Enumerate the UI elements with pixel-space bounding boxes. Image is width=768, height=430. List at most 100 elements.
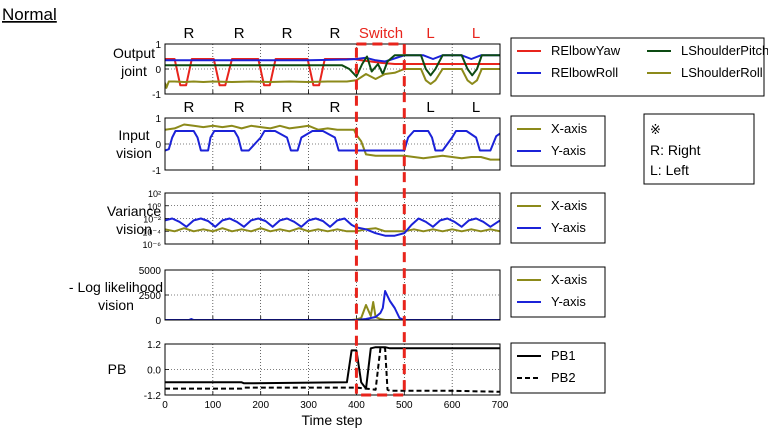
hand-marker-label: R [282, 99, 293, 116]
series-line-x-axis [165, 301, 500, 320]
y-axis-label: Input [118, 127, 149, 143]
legend-entry-label: Y-axis [551, 220, 586, 235]
y-axis-label: Output [113, 45, 155, 61]
hand-marker-label: R [329, 25, 340, 42]
hand-marker-label: R [329, 99, 340, 116]
plot-frame [164, 43, 501, 95]
x-tick-label: 300 [300, 400, 317, 411]
plot-frame [164, 343, 501, 396]
legend-entry-label: LShoulderPitch [681, 43, 768, 58]
y-tick-label: 10⁻⁶ [143, 240, 162, 250]
y-tick-label: 0 [155, 316, 161, 327]
x-tick-label: 100 [205, 400, 222, 411]
y-tick-label: -1 [152, 166, 161, 177]
y-tick-label: 0 [155, 65, 161, 76]
x-tick-label: 500 [396, 400, 413, 411]
series-line-y-axis [165, 290, 500, 320]
y-axis-label: vision [116, 221, 152, 237]
hand-marker-label: L [426, 99, 434, 116]
legend: RElbowYaw RElbowRoll LShoulderPitch LShould… [510, 37, 768, 97]
legend-frame [510, 342, 606, 394]
y-tick-label: 10⁰ [147, 202, 161, 212]
hand-marker-label: R [234, 25, 245, 42]
y-tick-label: 10² [148, 189, 161, 199]
y-axis-label: joint [120, 63, 147, 79]
note-box: ※ R: Right L: Left [643, 113, 755, 185]
legend-entry-label: RElbowYaw [551, 43, 621, 58]
legend-entry-label: X-axis [551, 198, 588, 213]
y-tick-label: 1.2 [147, 340, 161, 351]
series-line-x-axis [165, 227, 500, 233]
y-axis-label: PB [108, 361, 127, 377]
series-group [165, 290, 500, 320]
page-title: Normal [2, 5, 57, 24]
hand-marker-label: R [184, 25, 195, 42]
y-tick-label: -1 [152, 90, 161, 101]
legend-entry-label: PB2 [551, 370, 576, 385]
x-axis-title: Time step [302, 412, 363, 428]
series-group [165, 54, 500, 89]
legend-entry-label: Y-axis [551, 294, 586, 309]
legend: X-axis Y-axis [510, 266, 606, 318]
chart-panel-1: Output joint 1 0 -1 R R R R L L RElbowYaw RElbowRoll… [113, 25, 768, 101]
y-tick-label: 10⁻² [143, 215, 161, 225]
series-group [165, 123, 500, 161]
legend: X-axis Y-axis [510, 115, 606, 167]
legend-entry-label: X-axis [551, 121, 588, 136]
y-axis-label: vision [116, 145, 152, 161]
hand-marker-label: L [472, 99, 480, 116]
note-line-left: L: Left [650, 162, 689, 178]
x-tick-label: 600 [444, 400, 461, 411]
y-tick-label: 1 [155, 40, 161, 51]
hand-marker-label: R [184, 99, 195, 116]
x-tick-label: 200 [252, 400, 269, 411]
x-tick-label: 0 [162, 400, 168, 411]
plot-frame [164, 192, 501, 245]
legend-frame [510, 115, 606, 167]
series-line-lshoulderpitch [165, 54, 500, 78]
legend: X-axis Y-axis [510, 192, 606, 244]
series-group [165, 217, 500, 237]
chart-panel-2: Input vision 1 0 -1 R R R R L L X-axis Y-axis [116, 99, 606, 177]
series-line-relbowyaw [165, 58, 500, 87]
hand-marker-label: R [282, 25, 293, 42]
hand-marker-label: L [472, 25, 480, 42]
switch-region-frame [354, 42, 406, 397]
y-axis-label: Variance [107, 203, 161, 219]
y-axis-label: - Log likelihood [69, 279, 163, 295]
legend-frame [510, 37, 765, 97]
y-tick-label: -1.2 [144, 391, 162, 402]
chart-panel-3: Variance vision 10² 10⁰ 10⁻² 10⁻⁴ 10⁻⁶ X-axis Y-… [107, 189, 606, 250]
panels: Output joint 1 0 -1 R R R R L L RElbowYaw RElbowRoll… [69, 25, 768, 411]
legend-entry-label: PB1 [551, 348, 576, 363]
x-tick-label: 400 [348, 400, 365, 411]
plot-frame [164, 117, 501, 171]
series-group [165, 346, 500, 393]
series-line-x-axis [165, 123, 500, 161]
note-symbol: ※ [650, 122, 661, 137]
series-line-pb2 [165, 347, 500, 393]
y-tick-label: 0 [155, 140, 161, 151]
plot-frame [164, 269, 501, 321]
legend-entry-label: Y-axis [551, 143, 586, 158]
legend-frame [510, 192, 606, 244]
series-line-y-axis [165, 130, 500, 152]
hand-marker-label: R [234, 99, 245, 116]
y-tick-label: 10⁻⁴ [142, 227, 161, 237]
series-line-lshoulderroll [165, 68, 500, 89]
chart-panel-4: - Log likelihood vision 5000 2500 0 X-axis Y-a… [69, 266, 606, 327]
y-axis-label: vision [98, 297, 134, 313]
legend-entry-label: LShoulderRoll [681, 65, 763, 80]
y-tick-label: 5000 [139, 266, 162, 277]
note-line-right: R: Right [650, 142, 701, 158]
switch-label: Switch [359, 25, 403, 42]
legend-entry-label: RElbowRoll [551, 65, 618, 80]
series-line-y-axis [165, 217, 500, 237]
hand-marker-label: L [426, 25, 434, 42]
legend-entry-label: X-axis [551, 272, 588, 287]
series-line-pb1 [165, 346, 500, 390]
legend-frame [510, 266, 606, 318]
